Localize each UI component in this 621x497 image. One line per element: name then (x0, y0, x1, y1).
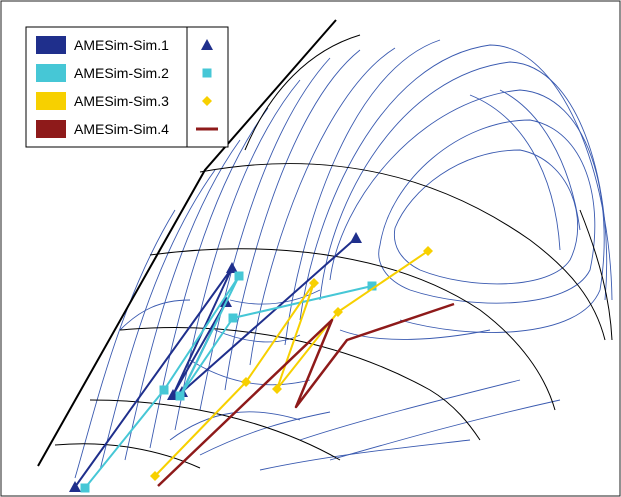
legend-marker (202, 96, 212, 106)
efficiency-contour (469, 94, 561, 251)
speed-curve (119, 327, 481, 441)
legend-label: AMESim-Sim.3 (74, 93, 169, 109)
efficiency-contour (99, 169, 216, 471)
efficiency-contour (119, 299, 191, 331)
speed-curve (149, 248, 556, 411)
efficiency-contour (189, 359, 311, 386)
series-line (154, 250, 429, 477)
data-point (228, 313, 238, 323)
efficiency-contour (149, 107, 269, 449)
speed-curves (54, 34, 613, 469)
data-point (159, 385, 169, 395)
efficiency-contour (169, 411, 301, 441)
speed-curve (89, 399, 341, 461)
series-3 (150, 246, 433, 481)
data-point (226, 262, 238, 273)
data-point (175, 391, 185, 401)
data-point (69, 481, 81, 492)
legend-swatch (36, 92, 66, 110)
efficiency-contour (249, 47, 396, 366)
speed-curve (579, 209, 613, 341)
legend-marker (202, 68, 212, 78)
legend-label: AMESim-Sim.2 (74, 65, 169, 81)
series-2 (80, 271, 377, 493)
efficiency-contour (284, 39, 441, 346)
legend-swatch (36, 64, 66, 82)
efficiency-contour (74, 209, 176, 479)
speed-curve (244, 34, 361, 151)
efficiency-contour (199, 411, 331, 456)
legend-label: AMESim-Sim.4 (74, 121, 169, 137)
efficiency-contour (214, 329, 301, 343)
legend-swatch (36, 120, 66, 138)
data-point (423, 246, 433, 256)
series-1 (69, 232, 362, 492)
legend-swatch (36, 36, 66, 54)
data-point (234, 271, 244, 281)
efficiency-contour (393, 149, 579, 285)
data-point (241, 377, 251, 387)
speed-curve (199, 163, 606, 341)
data-point (150, 471, 160, 481)
plot-series (69, 232, 455, 493)
efficiency-contour (299, 379, 521, 441)
efficiency-contour (199, 57, 331, 411)
series-line (74, 237, 357, 488)
efficiency-contour (329, 89, 605, 333)
efficiency-contour (499, 89, 581, 231)
legend-label: AMESim-Sim.1 (74, 37, 169, 53)
efficiency-contour (339, 329, 491, 340)
legend: AMESim-Sim.1 AMESim-Sim.2 AMESim-Sim.3 AMES… (25, 26, 229, 148)
series-line (157, 302, 455, 487)
series-line (84, 275, 373, 489)
max-torque-envelope (37, 19, 337, 467)
efficiency-contour (124, 139, 241, 461)
series-4 (157, 302, 455, 487)
efficiency-contour (378, 119, 596, 304)
efficiency-contour (329, 399, 561, 461)
data-point (333, 307, 343, 317)
speed-curve (54, 443, 201, 469)
efficiency-contour (299, 44, 613, 321)
data-point (350, 232, 362, 243)
data-point (367, 281, 377, 291)
data-point (80, 483, 90, 493)
data-point (272, 384, 282, 394)
efficiency-contour (319, 61, 608, 301)
data-point (309, 278, 319, 288)
legend-marker (201, 39, 213, 50)
efficiency-contour (259, 439, 471, 471)
